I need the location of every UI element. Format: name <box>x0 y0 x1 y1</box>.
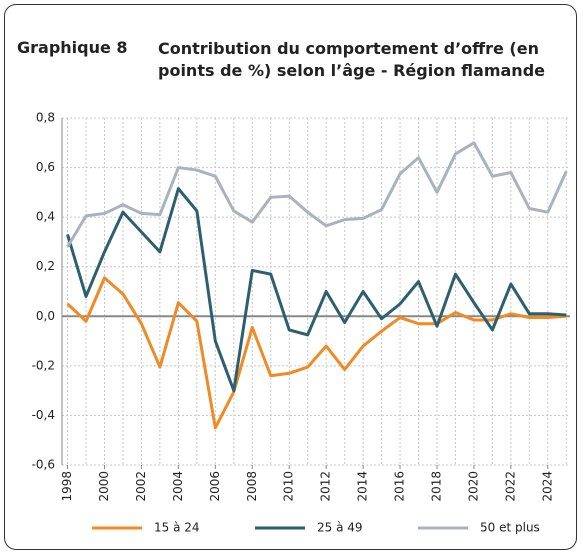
y-tick-label: -0,2 <box>32 358 55 372</box>
legend-label: 25 à 49 <box>317 521 363 535</box>
x-tick-label: 2012 <box>319 471 333 502</box>
x-tick-label: 2024 <box>540 471 554 502</box>
series-line <box>66 141 568 248</box>
x-tick-label: 2018 <box>429 471 443 502</box>
x-tick-label: 2004 <box>171 471 185 502</box>
y-tick-label: 0,8 <box>36 111 55 125</box>
y-tick-label: -0,4 <box>32 408 55 422</box>
x-tick-label: 2020 <box>466 471 480 502</box>
x-tick-label: 2010 <box>282 471 296 502</box>
series-line <box>66 187 567 393</box>
y-tick-label: 0,6 <box>36 160 55 174</box>
x-tick-label: 2008 <box>245 471 259 502</box>
x-tick-label: 2016 <box>393 471 407 502</box>
x-tick-label: 2002 <box>134 471 148 502</box>
x-tick-label: 2022 <box>503 471 517 502</box>
series-line <box>66 276 567 430</box>
legend-label: 50 et plus <box>480 521 540 535</box>
x-tick-label: 2006 <box>208 471 222 502</box>
y-tick-label: 0,0 <box>36 309 55 323</box>
y-tick-label: 0,4 <box>36 210 55 224</box>
y-tick-label: 0,2 <box>36 259 55 273</box>
x-tick-label: 2014 <box>356 471 370 502</box>
y-tick-label: -0,6 <box>32 458 55 472</box>
legend-label: 15 à 24 <box>154 521 200 535</box>
x-tick-label: 1998 <box>60 471 74 502</box>
figure-label: Graphique 8 <box>17 38 128 57</box>
chart-title: Contribution du comportement d’offre (en… <box>158 39 545 80</box>
x-tick-label: 2000 <box>97 471 111 502</box>
frame <box>4 4 577 550</box>
